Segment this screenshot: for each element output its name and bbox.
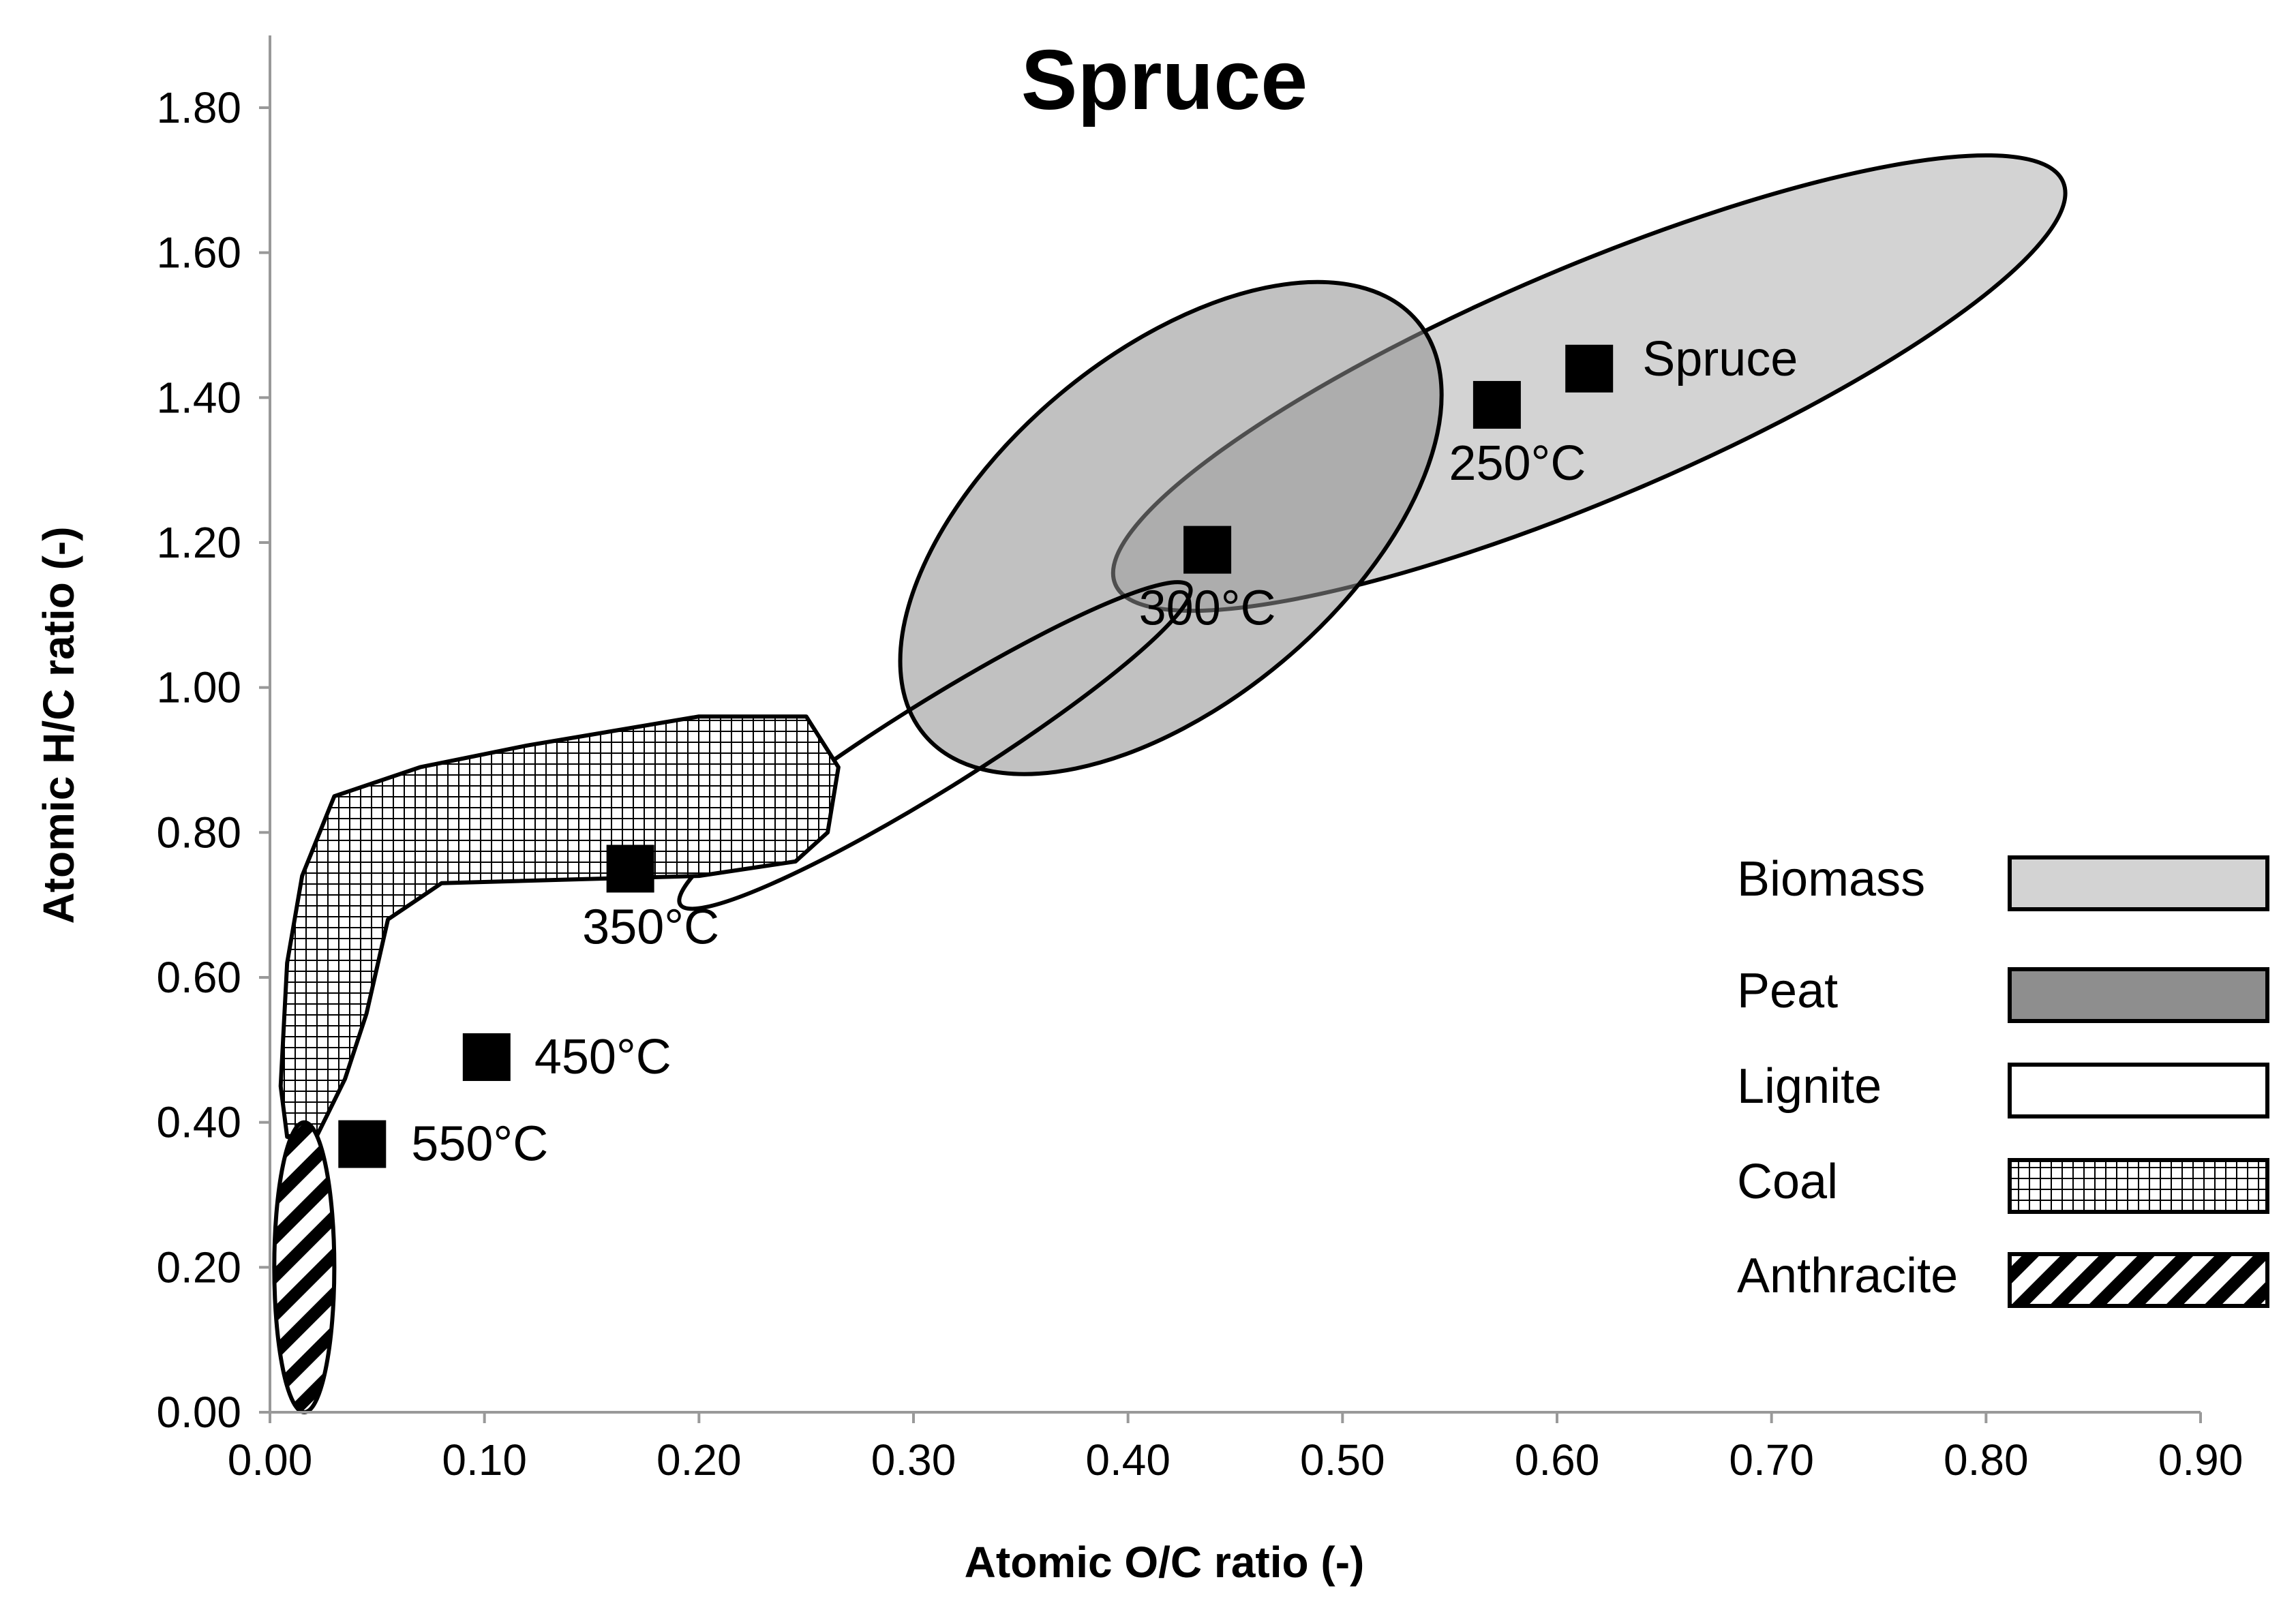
region-coal — [278, 714, 841, 1146]
point-label-spruce: Spruce — [1642, 332, 1798, 386]
legend-swatch-coal — [2008, 1158, 2269, 1214]
region-peat — [898, 279, 1444, 776]
x-tick-label: 0.00 — [228, 1435, 313, 1484]
y-tick-label: 0.00 — [156, 1388, 241, 1437]
y-tick-label: 1.40 — [156, 373, 241, 422]
data-point-250-c — [1472, 380, 1521, 429]
legend-swatch-peat — [2008, 967, 2269, 1023]
y-tick-label: 0.80 — [156, 808, 241, 857]
point-label-450-c: 450°C — [534, 1030, 671, 1084]
x-tick-label: 0.60 — [1515, 1435, 1600, 1484]
x-tick-label: 0.20 — [656, 1435, 742, 1484]
legend-swatch-biomass — [2008, 855, 2269, 911]
region-lignite — [677, 580, 1193, 911]
x-tick-label: 0.90 — [2158, 1435, 2244, 1484]
y-tick-label: 1.00 — [156, 663, 241, 712]
legend-swatch-lignite — [2008, 1063, 2269, 1118]
x-tick-label: 0.50 — [1300, 1435, 1385, 1484]
point-label-250-c: 250°C — [1449, 436, 1586, 491]
data-point-spruce — [1565, 344, 1614, 393]
region-anthracite — [272, 1120, 337, 1415]
y-tick-label: 0.20 — [156, 1243, 241, 1292]
x-tick-label: 0.30 — [871, 1435, 956, 1484]
y-axis-title: Atomic H/C ratio (-) — [34, 526, 83, 924]
x-tick-label: 0.40 — [1085, 1435, 1170, 1484]
legend-label-biomass: Biomass — [1737, 852, 1925, 907]
y-tick-label: 1.20 — [156, 518, 241, 567]
data-point-350-c — [606, 844, 654, 893]
data-point-300-c — [1183, 526, 1232, 574]
point-label-300-c: 300°C — [1139, 581, 1276, 636]
legend-label-anthracite: Anthracite — [1737, 1249, 1958, 1303]
y-tick-label: 1.60 — [156, 228, 241, 277]
x-tick-label: 0.70 — [1729, 1435, 1814, 1484]
y-tick-label: 0.40 — [156, 1098, 241, 1147]
y-tick-label: 1.80 — [156, 83, 241, 132]
point-label-350-c: 350°C — [582, 900, 719, 955]
data-point-450-c — [462, 1033, 511, 1081]
data-point-550-c — [338, 1120, 387, 1168]
legend-label-lignite: Lignite — [1737, 1059, 1882, 1114]
y-tick-label: 0.60 — [156, 953, 241, 1002]
chart-title: Spruce — [1021, 33, 1308, 127]
legend: Biomass Peat Lignite Coal Anthracite — [1737, 852, 2269, 1308]
point-label-550-c: 550°C — [411, 1117, 548, 1172]
legend-swatch-anthracite — [2008, 1252, 2269, 1308]
x-axis-title: Atomic O/C ratio (-) — [965, 1538, 1365, 1587]
x-tick-label: 0.10 — [442, 1435, 527, 1484]
axes — [269, 35, 2201, 1414]
x-tick-label: 0.80 — [1944, 1435, 2029, 1484]
legend-label-coal: Coal — [1737, 1155, 1838, 1209]
legend-label-peat: Peat — [1737, 964, 1838, 1018]
